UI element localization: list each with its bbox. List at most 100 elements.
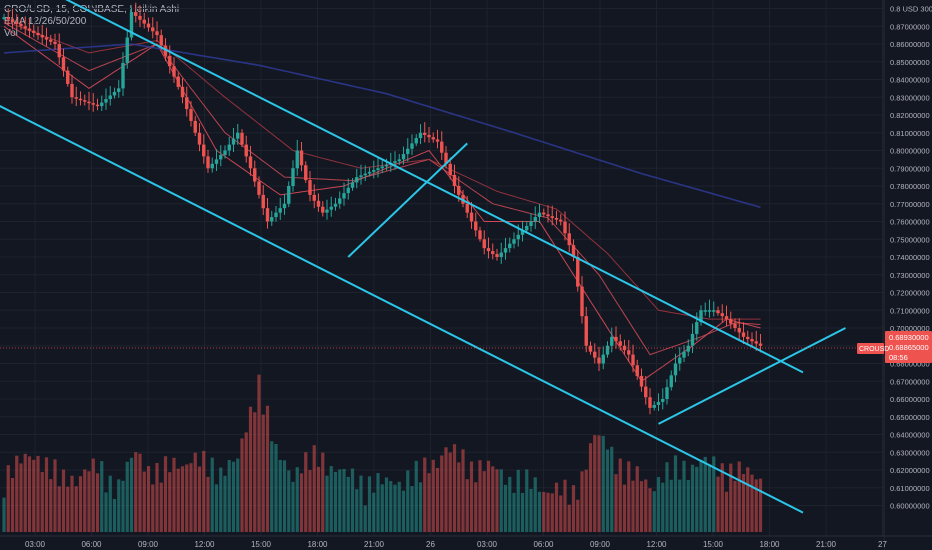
candle bbox=[278, 197, 282, 220]
candle bbox=[410, 134, 414, 156]
volume-bar bbox=[104, 492, 108, 532]
candle bbox=[78, 91, 83, 106]
candle bbox=[440, 131, 444, 160]
volume-bar bbox=[389, 481, 393, 532]
candle bbox=[593, 343, 597, 364]
candle bbox=[720, 304, 724, 323]
volume-bar bbox=[525, 469, 529, 532]
candle bbox=[142, 12, 146, 29]
volume-bar bbox=[231, 461, 236, 532]
volume-bar bbox=[695, 466, 699, 532]
candle bbox=[469, 202, 474, 229]
candle bbox=[193, 116, 197, 137]
candle bbox=[138, 5, 142, 28]
volume-bar bbox=[308, 470, 312, 532]
volume-bar bbox=[155, 463, 159, 532]
volume-bar bbox=[291, 481, 295, 532]
volume-bar bbox=[282, 460, 287, 532]
volume-bar bbox=[359, 475, 363, 532]
candle bbox=[580, 276, 584, 324]
volume-bar bbox=[712, 456, 716, 532]
volume-bar bbox=[355, 489, 359, 532]
candle bbox=[597, 346, 601, 371]
volume-bar bbox=[512, 492, 516, 532]
volume-bar bbox=[74, 486, 78, 532]
candle bbox=[610, 327, 614, 353]
candle bbox=[614, 326, 618, 349]
volume-bar bbox=[202, 450, 206, 532]
volume-bar bbox=[66, 486, 70, 532]
candle bbox=[431, 132, 435, 143]
price-tick-label: 0.83000000 bbox=[890, 93, 930, 102]
volume-bar bbox=[100, 461, 104, 532]
candle bbox=[316, 193, 321, 212]
candle bbox=[750, 332, 754, 347]
time-tick-label: 03:00 bbox=[477, 540, 498, 549]
candle bbox=[474, 212, 478, 237]
candle bbox=[423, 122, 427, 143]
candle bbox=[741, 322, 746, 345]
volume-bar bbox=[248, 406, 253, 532]
candle bbox=[23, 16, 27, 36]
volume-bar bbox=[329, 466, 333, 532]
candle bbox=[707, 299, 712, 318]
volume-bar bbox=[61, 469, 66, 532]
volume-bar bbox=[244, 432, 248, 532]
volume-bar bbox=[588, 443, 593, 532]
flag-1-line[interactable] bbox=[347, 142, 468, 258]
volume-bar bbox=[333, 471, 338, 532]
candle bbox=[206, 149, 210, 173]
volume-bar bbox=[533, 477, 537, 532]
candle bbox=[27, 18, 32, 38]
volume-bar bbox=[469, 461, 474, 532]
candle bbox=[499, 242, 503, 264]
candle bbox=[19, 18, 23, 30]
price-tick-label: 0.79000000 bbox=[890, 164, 930, 173]
volume-bar bbox=[299, 473, 304, 532]
candle bbox=[32, 24, 36, 38]
volume-bar bbox=[724, 491, 729, 532]
candle bbox=[244, 135, 248, 163]
candle bbox=[703, 302, 707, 316]
candle bbox=[746, 330, 750, 344]
time-axis[interactable]: 03:00 06:00 09:00 12:00 15:00 18:00 21:00 26 03:… bbox=[0, 535, 932, 550]
candle bbox=[465, 196, 469, 219]
volume-bar bbox=[605, 449, 610, 532]
candle bbox=[350, 178, 355, 191]
time-tick-label: 18:00 bbox=[759, 540, 780, 549]
volume-bar bbox=[346, 476, 350, 532]
candle bbox=[151, 17, 155, 39]
volume-bar bbox=[219, 467, 223, 532]
candle bbox=[639, 368, 644, 392]
trendlines[interactable] bbox=[0, 0, 846, 514]
candle bbox=[74, 86, 78, 107]
volume-bar bbox=[121, 480, 125, 532]
candle bbox=[304, 161, 308, 183]
volume-bar bbox=[87, 471, 91, 532]
volume-bar bbox=[563, 479, 567, 532]
price-axis[interactable]: 0.8 USD 300 0.87000000 0.86000000 0.8500000… bbox=[883, 0, 932, 550]
candle bbox=[231, 128, 236, 153]
candle bbox=[15, 14, 19, 30]
volume-bar bbox=[678, 479, 682, 532]
candle bbox=[503, 237, 508, 260]
candle bbox=[729, 311, 733, 329]
candle bbox=[695, 312, 699, 341]
volume-bar bbox=[542, 491, 546, 532]
volume-bar bbox=[83, 469, 87, 532]
time-tick-label: 27 bbox=[878, 540, 887, 549]
volume-bar bbox=[295, 467, 299, 532]
channel-upper-line[interactable] bbox=[0, 0, 804, 374]
volume-bar bbox=[261, 414, 265, 532]
volume-bar bbox=[503, 484, 508, 532]
candle bbox=[652, 401, 656, 411]
channel-lower-line[interactable] bbox=[0, 87, 804, 514]
flag-2-line[interactable] bbox=[658, 327, 846, 425]
volume-bar bbox=[236, 458, 240, 532]
candle bbox=[665, 379, 669, 405]
volume-bar bbox=[138, 453, 142, 532]
volume-bar bbox=[321, 452, 325, 532]
